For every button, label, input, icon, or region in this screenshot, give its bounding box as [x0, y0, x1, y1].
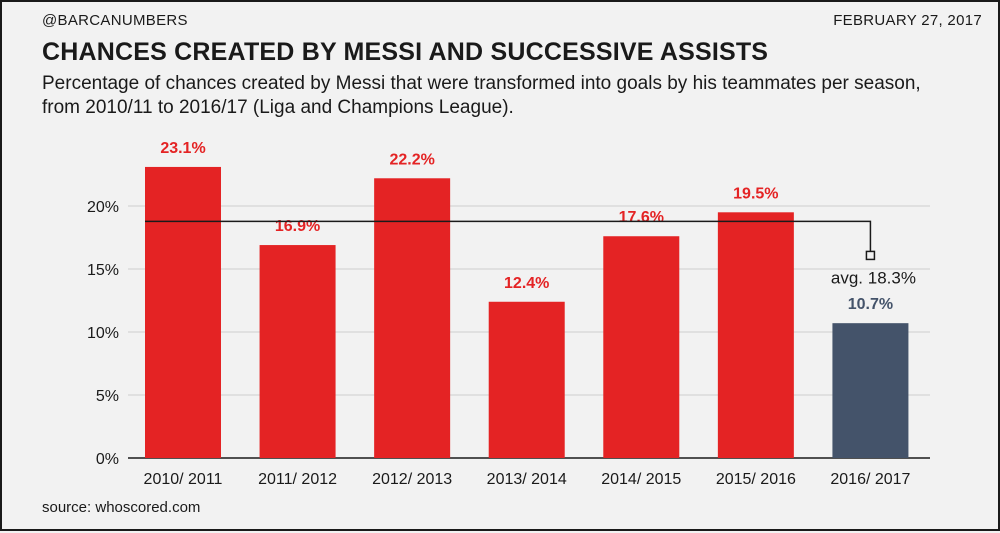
- y-tick-label: 10%: [87, 325, 119, 342]
- bar: [488, 301, 565, 458]
- average-label: avg. 18.3%: [831, 268, 916, 287]
- publish-date: FEBRUARY 27, 2017: [833, 12, 982, 29]
- bar: [832, 323, 909, 458]
- y-tick-label: 20%: [87, 199, 119, 216]
- x-category-label: 2012/ 2013: [372, 471, 452, 488]
- x-category-label: 2011/ 2012: [258, 471, 337, 488]
- author-handle: @BARCANUMBERS: [42, 12, 188, 29]
- y-tick-label: 0%: [96, 451, 119, 468]
- bar-value-label: 19.5%: [733, 185, 778, 202]
- source-note: source: whoscored.com: [42, 499, 201, 516]
- x-category-label: 2014/ 2015: [601, 471, 681, 488]
- bar: [374, 178, 451, 458]
- bar: [603, 236, 680, 458]
- bar-value-label: 23.1%: [160, 140, 205, 157]
- y-tick-label: 15%: [87, 262, 119, 279]
- bar: [717, 212, 794, 458]
- bar-value-label: 17.6%: [619, 209, 664, 226]
- x-category-label: 2015/ 2016: [716, 471, 796, 488]
- bar-value-label: 10.7%: [848, 296, 893, 313]
- y-tick-label: 5%: [96, 388, 119, 405]
- bar: [259, 245, 336, 458]
- chart-title: CHANCES CREATED BY MESSI AND SUCCESSIVE …: [42, 38, 769, 66]
- chart-subtitle: Percentage of chances created by Messi t…: [42, 73, 921, 118]
- x-category-label: 2013/ 2014: [487, 471, 567, 488]
- bar-value-label: 22.2%: [389, 151, 434, 168]
- bar-value-label: 12.4%: [504, 275, 549, 292]
- x-category-label: 2010/ 2011: [144, 471, 223, 488]
- average-marker: [865, 250, 876, 261]
- average-reference-line: [145, 220, 872, 254]
- bar-value-label: 16.9%: [275, 218, 320, 235]
- bar: [145, 166, 221, 458]
- x-category-label: 2016/ 2017: [830, 471, 910, 488]
